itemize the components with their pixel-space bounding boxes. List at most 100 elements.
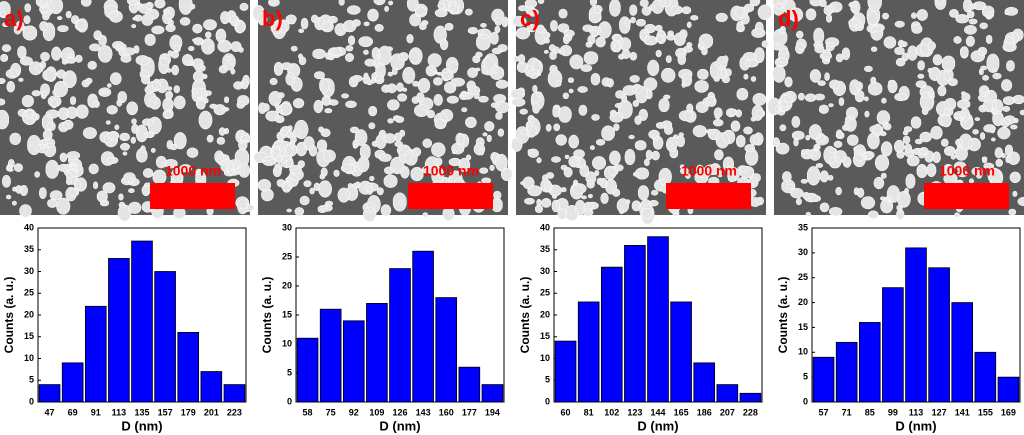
y-tick-label: 5 — [545, 375, 550, 385]
y-tick-label: 20 — [24, 309, 34, 319]
x-tick-label: 123 — [627, 407, 642, 417]
y-axis-label: Counts (a. u.) — [776, 277, 790, 354]
x-tick-label: 75 — [326, 407, 336, 417]
bar — [812, 356, 835, 403]
x-tick-label: 144 — [650, 407, 665, 417]
x-tick-label: 92 — [349, 407, 359, 417]
bar — [905, 247, 927, 403]
bar — [835, 341, 858, 403]
bar — [481, 384, 504, 403]
bar — [716, 384, 739, 403]
x-tick-label: 113 — [909, 407, 924, 417]
bar — [223, 384, 246, 403]
bar — [435, 297, 458, 403]
bar — [739, 392, 762, 403]
y-tick-label: 20 — [798, 297, 808, 307]
x-axis-label: D (nm) — [895, 418, 936, 433]
x-tick-label: 91 — [91, 407, 101, 417]
y-axis-label: Counts (a. u.) — [2, 277, 16, 354]
x-axis-label: D (nm) — [379, 418, 420, 433]
panel-label: d) — [778, 6, 799, 31]
scale-bar-label: 1000 nm — [423, 163, 479, 179]
x-tick-label: 126 — [392, 407, 407, 417]
plot-frame — [295, 227, 505, 403]
bar — [624, 244, 646, 403]
x-tick-label: 160 — [439, 407, 454, 417]
x-tick-label: 109 — [369, 407, 384, 417]
bar — [154, 271, 176, 403]
y-tick-label: 25 — [798, 272, 808, 282]
x-tick-label: 81 — [584, 407, 594, 417]
x-tick-label: 157 — [158, 407, 173, 417]
y-tick-label: 15 — [24, 331, 34, 341]
y-tick-label: 30 — [798, 247, 808, 257]
scale-bar — [408, 183, 493, 209]
x-tick-label: 113 — [112, 407, 127, 417]
x-tick-label: 223 — [227, 407, 242, 417]
x-tick-label: 71 — [842, 407, 852, 417]
x-tick-label: 127 — [932, 407, 947, 417]
bar — [647, 236, 669, 403]
y-tick-label: 0 — [545, 396, 550, 406]
x-tick-label: 179 — [181, 407, 196, 417]
bar — [882, 287, 904, 403]
panel-label: a) — [4, 6, 24, 31]
y-tick-label: 35 — [540, 244, 550, 254]
bar — [554, 340, 577, 403]
x-tick-label: 57 — [819, 407, 829, 417]
scale-bar-label: 1000 nm — [939, 163, 995, 179]
x-tick-label: 143 — [416, 407, 431, 417]
x-tick-label: 186 — [697, 407, 712, 417]
x-tick-label: 135 — [134, 407, 149, 417]
scale-bar — [150, 183, 235, 209]
y-tick-label: 20 — [540, 309, 550, 319]
x-tick-label: 165 — [674, 407, 689, 417]
y-tick-label: 0 — [29, 396, 34, 406]
scale-bar — [666, 183, 751, 209]
x-tick-label: 207 — [720, 407, 735, 417]
bar — [951, 302, 974, 403]
bar — [389, 268, 411, 403]
bar — [600, 266, 623, 403]
scale-bar-label: 1000 nm — [681, 163, 737, 179]
y-tick-label: 30 — [24, 266, 34, 276]
bar — [200, 371, 223, 403]
y-tick-label: 10 — [24, 353, 34, 363]
y-tick-label: 35 — [798, 222, 808, 232]
y-tick-label: 10 — [282, 338, 292, 348]
y-tick-label: 5 — [29, 375, 34, 385]
x-tick-label: 85 — [865, 407, 875, 417]
y-tick-label: 20 — [282, 280, 292, 290]
bar — [858, 322, 881, 403]
particles — [510, 0, 773, 225]
y-tick-label: 5 — [287, 367, 292, 377]
x-tick-label: 177 — [462, 407, 477, 417]
bar — [131, 240, 153, 403]
y-tick-label: 40 — [540, 222, 550, 232]
y-tick-label: 10 — [540, 353, 550, 363]
y-axis-label: Counts (a. u.) — [260, 277, 274, 354]
x-tick-label: 201 — [204, 407, 219, 417]
bar — [577, 301, 600, 403]
x-tick-label: 69 — [68, 407, 78, 417]
bar — [974, 351, 997, 403]
bar — [61, 362, 84, 403]
plot-frame — [37, 227, 247, 403]
y-tick-label: 0 — [287, 396, 292, 406]
y-tick-label: 15 — [798, 322, 808, 332]
y-tick-label: 5 — [803, 372, 808, 382]
x-tick-label: 102 — [604, 407, 619, 417]
x-tick-label: 141 — [955, 407, 970, 417]
bar — [693, 362, 716, 403]
bar — [319, 308, 342, 403]
bar — [412, 250, 434, 403]
y-tick-label: 25 — [24, 288, 34, 298]
panel-label: b) — [262, 6, 283, 31]
bar — [84, 305, 107, 403]
x-tick-label: 194 — [485, 407, 500, 417]
x-axis-label: D (nm) — [637, 418, 678, 433]
x-axis-label: D (nm) — [121, 418, 162, 433]
y-tick-label: 30 — [540, 266, 550, 276]
y-tick-label: 25 — [540, 288, 550, 298]
